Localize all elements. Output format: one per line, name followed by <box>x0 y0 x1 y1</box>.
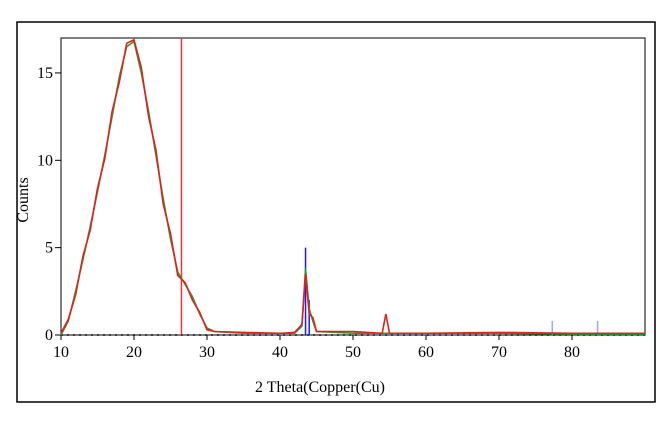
x-tick-label: 60 <box>418 344 434 361</box>
y-tick-label: 5 <box>45 240 53 257</box>
x-tick-label: 40 <box>272 344 288 361</box>
x-tick-label: 30 <box>199 344 215 361</box>
y-tick-label: 10 <box>37 152 53 169</box>
line-series <box>60 38 645 335</box>
frame <box>16 21 656 403</box>
x-tick-label: 20 <box>126 344 142 361</box>
line-series <box>60 40 645 336</box>
x-tick-label: 70 <box>491 344 507 361</box>
plot-border <box>60 37 646 336</box>
x-axis-label: 2 Theta(Copper(Cu) <box>255 379 385 396</box>
x-tick-label: 10 <box>53 344 69 361</box>
x-tick-label: 50 <box>345 344 361 361</box>
y-tick-label: 0 <box>45 327 53 344</box>
y-axis-label: Counts <box>15 177 32 222</box>
x-tick-label: 80 <box>564 344 580 361</box>
y-tick-label: 15 <box>37 65 53 82</box>
